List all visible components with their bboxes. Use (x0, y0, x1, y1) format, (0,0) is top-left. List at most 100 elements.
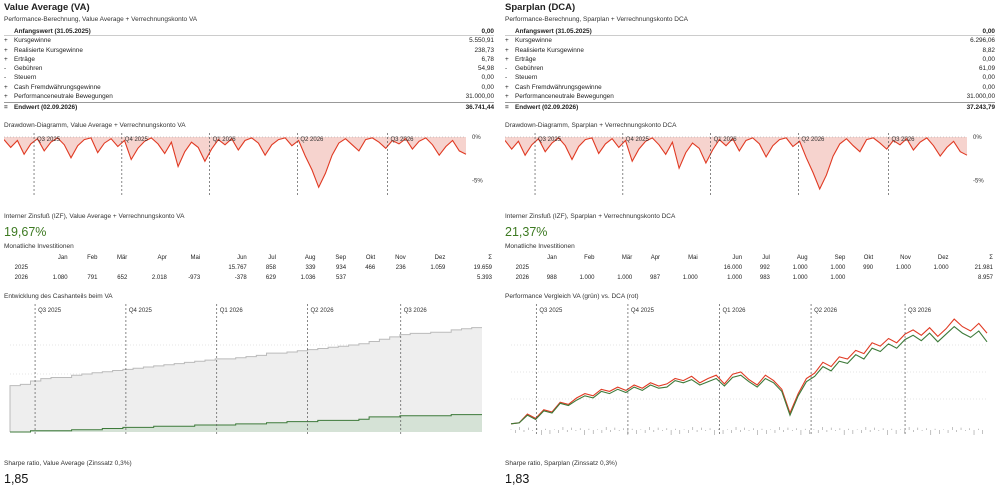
y-tick-label: 0% (973, 135, 982, 141)
perf-row: - Gebühren 61,09 (505, 64, 995, 73)
inv-row: 2025 15.767 858 339 934 466 236 1.059 19.659 (4, 263, 494, 273)
right-column: Sparplan (DCA) Performance-Berechnung, S… (505, 0, 997, 491)
inv-header-cell: Nov (900, 255, 911, 261)
right-performance-table: Anfangswert (31.05.2025) 0,00 + Kursgewinne… (505, 27, 995, 112)
inv-cell (634, 263, 662, 273)
left-drawdown-chart: Q3 2025 Q4 2025 Q1 2026 Q2 2026 Q3 2026 0% -5% (4, 133, 483, 195)
inv-cell: 1.000 (895, 265, 911, 271)
perf-operator: = (4, 104, 8, 112)
quarter-label: Q1 2026 (714, 137, 738, 143)
quarter-label: Q3 2025 (38, 308, 62, 314)
perf-row: = Endwert (02.09.2026) 37.243,79 (505, 102, 995, 111)
inv-header-cell: Sep (834, 255, 846, 261)
inv-cell: 16.000 (723, 265, 743, 271)
inv-header-cell: Okt (863, 255, 874, 261)
perf-value: 0,00 (481, 83, 494, 91)
right-drawdown-subtitle: Drawdown-Diagramm, Sparplan + Verrechnun… (505, 122, 677, 129)
quarter-label: Q4 2025 (129, 308, 153, 314)
perf-label: Kursgewinne (14, 37, 51, 45)
perf-value: 5.550,91 (469, 37, 494, 45)
perf-operator: - (505, 74, 508, 82)
perf-label: Erträge (14, 55, 35, 63)
inv-header-cell: Feb (584, 255, 595, 261)
inv-cell: 1.000 (830, 265, 846, 271)
inv-cell (531, 263, 559, 273)
inv-cell: 987 (650, 275, 661, 281)
inv-cell (348, 273, 377, 283)
inv-header-cell: Mai (190, 255, 201, 261)
inv-cell (662, 263, 700, 273)
inv-cell: 1.080 (52, 275, 68, 281)
perf-label: Performanceneutrale Bewegungen (14, 93, 113, 101)
inv-row: 2026 1.080 791 652 2.018 -973 -378 629 1.036 537 5… (4, 273, 494, 283)
right-performance-compare-subtitle: Performance Vergleich VA (grün) vs. DCA … (505, 293, 639, 300)
quarter-label: Q3 2025 (539, 308, 563, 314)
y-tick-label: -5% (973, 178, 984, 184)
perf-value: 31.000,00 (966, 93, 995, 101)
inv-cell: 1.036 (300, 275, 316, 281)
inv-header-cell: Feb (87, 255, 98, 261)
perf-value: 0,00 (481, 74, 494, 82)
inv-header-cell: Mär (621, 255, 633, 261)
drawdown-line (4, 137, 467, 189)
inv-cell: 8.957 (977, 275, 993, 281)
perf-label: Gebühren (515, 65, 544, 73)
y-tick-label: 0% (472, 135, 481, 141)
perf-operator: + (505, 37, 509, 45)
total-value-area (10, 327, 482, 432)
perf-operator: = (505, 104, 509, 112)
perf-value: 0,00 (982, 55, 995, 63)
inv-cell (129, 263, 169, 273)
quarter-label: Q3 2026 (404, 308, 428, 314)
left-investments-subtitle: Monatliche Investitionen (4, 243, 74, 250)
inv-cell: 15.767 (228, 265, 247, 271)
right-sharpe-subtitle: Sharpe ratio, Sparplan (Zinssatz 0,3%) (505, 460, 617, 467)
inv-cell: 466 (365, 265, 376, 271)
perf-operator (505, 27, 515, 35)
perf-value: 6.296,06 (970, 37, 995, 45)
perf-value: 36.741,44 (465, 104, 494, 112)
quarter-label: Q2 2026 (300, 137, 324, 143)
inv-cell (377, 273, 408, 283)
perf-label: Kursgewinne (515, 37, 552, 45)
perf-value: 8,82 (982, 46, 995, 54)
perf-row: + Realisierte Kursgewinne 238,73 (4, 46, 494, 55)
perf-row: + Realisierte Kursgewinne 8,82 (505, 46, 995, 55)
perf-label: Anfangswert (31.05.2025) (515, 28, 592, 35)
inv-cell: 791 (87, 275, 98, 281)
perf-operator: + (4, 37, 8, 45)
inv-header-cell: Apr (157, 255, 167, 261)
left-performance-table: Anfangswert (31.05.2025) 0,00 + Kursgewinne… (4, 27, 494, 112)
inv-cell: 5.393 (476, 275, 492, 281)
perf-operator (4, 27, 14, 35)
inv-header-cell: Dez (434, 255, 446, 261)
right-performance-chart: Q3 2025 Q4 2025 Q1 2026 Q2 2026 Q3 2026 (510, 304, 988, 436)
drawdown-area (505, 137, 967, 189)
perf-row: - Steuern 0,00 (4, 73, 494, 82)
inv-header-cell: Aug (304, 255, 316, 261)
inv-cell: 2025 (515, 265, 529, 271)
perf-label: Cash Fremdwährungsgewinne (515, 83, 602, 91)
perf-value: 31.000,00 (465, 93, 494, 101)
inv-cell: 537 (336, 275, 347, 281)
quarter-label: Q3 2026 (390, 137, 414, 143)
left-column: Value Average (VA) Performance-Berechnun… (4, 0, 496, 491)
inv-cell (169, 263, 202, 273)
inv-cell: 983 (759, 275, 770, 281)
perf-label: Endwert (02.09.2026) (14, 104, 78, 112)
quarter-label: Q1 2026 (722, 308, 746, 314)
inv-header-cell: Σ (488, 255, 492, 261)
inv-header-cell: Σ (989, 255, 993, 261)
quarter-label: Q1 2026 (213, 137, 237, 143)
right-investments-subtitle: Monatliche Investitionen (505, 243, 575, 250)
left-investments-table: Jan Feb Mär Apr Mai Jun Jul Aug Sep Okt Nov Dez Σ 202… (4, 253, 494, 283)
inv-cell: 236 (395, 265, 406, 271)
inv-cell: 21.981 (974, 265, 993, 271)
inv-header-cell: Okt (365, 255, 376, 261)
perf-value: 0,00 (982, 74, 995, 82)
perf-operator: - (4, 74, 7, 82)
inv-cell: 629 (265, 275, 276, 281)
quarter-label: Q4 2025 (631, 308, 655, 314)
perf-operator: + (505, 55, 509, 63)
perf-operator: + (4, 93, 8, 101)
